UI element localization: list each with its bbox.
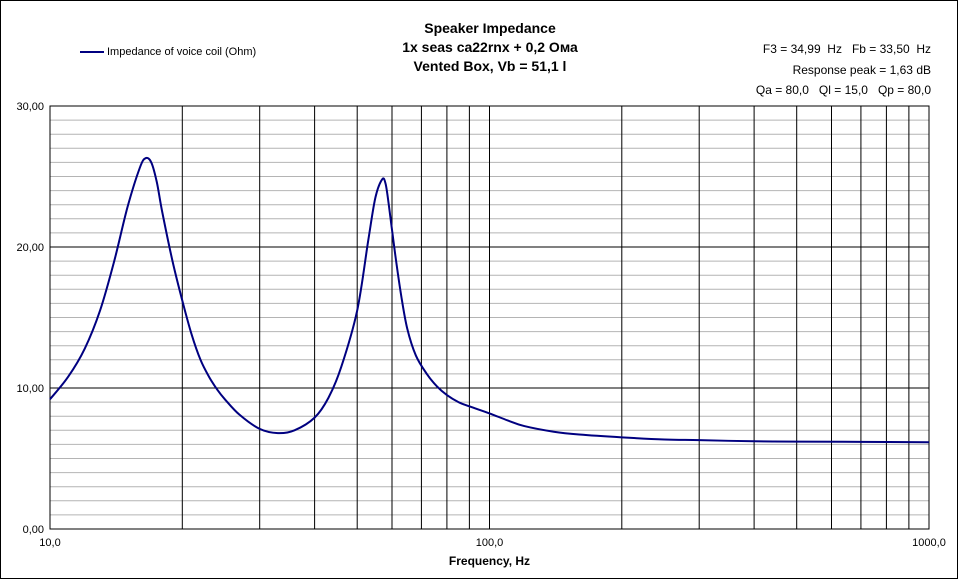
major-gridlines <box>49 105 930 530</box>
y-tick-label: 10,00 <box>16 383 44 395</box>
legend-label: Impedance of voice coil (Ohm) <box>107 46 257 58</box>
x-tick-label: 10,0 <box>39 537 60 549</box>
info-q-values: Qa = 80,0 Ql = 15,0 Qp = 80,0 <box>755 83 931 97</box>
series-group <box>49 156 930 444</box>
x-tick-labels: 10,0 100,0 1000,0 <box>39 537 946 549</box>
y-tick-label: 30,00 <box>16 101 44 113</box>
legend-line-swatch <box>80 51 104 53</box>
chart-subtitle-driver: 1x seas ca22rnx + 0,2 Ома <box>402 39 578 55</box>
y-tick-labels: 0,00 10,00 20,00 30,00 <box>16 101 44 536</box>
chart-subtitle-box: Vented Box, Vb = 51,1 l <box>413 58 567 74</box>
chart-title: Speaker Impedance <box>424 20 556 36</box>
y-tick-label: 20,00 <box>16 242 44 254</box>
x-axis-label: Frequency, Hz <box>449 554 530 568</box>
series-line-impedance <box>49 156 930 444</box>
info-response-peak: Response peak = 1,63 dB <box>792 63 931 77</box>
y-tick-label: 0,00 <box>23 524 44 536</box>
x-tick-label: 100,0 <box>476 537 504 549</box>
info-f3-fb: F3 = 34,99 Hz Fb = 33,50 Hz <box>762 42 931 56</box>
chart-legend: Impedance of voice coil (Ohm) <box>80 46 256 58</box>
x-tick-label: 1000,0 <box>912 537 946 549</box>
plot-area-border <box>49 105 930 530</box>
